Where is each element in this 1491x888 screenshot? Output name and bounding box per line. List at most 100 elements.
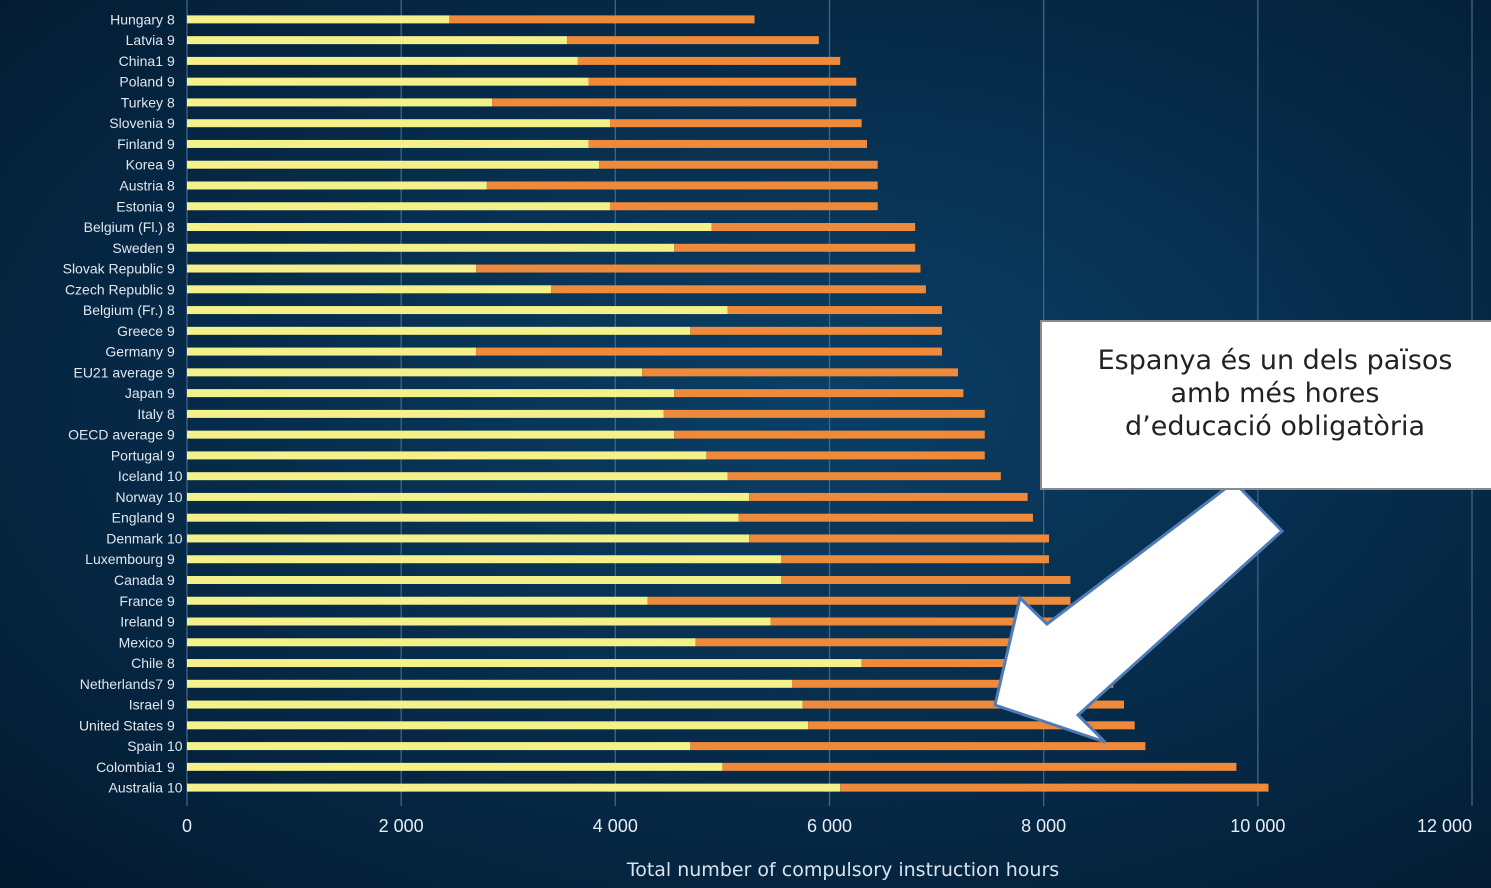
- category-label: Australia: [109, 780, 164, 796]
- bar-secondary-8: [486, 181, 878, 190]
- bar-primary-0: [187, 15, 450, 24]
- years-label: 9: [167, 717, 175, 733]
- bar-secondary-22: [727, 472, 1001, 481]
- bar-secondary-25: [749, 534, 1050, 543]
- bar-primary-1: [187, 36, 568, 45]
- bar-primary-25: [187, 534, 750, 543]
- x-tick-label: 0: [182, 816, 192, 836]
- category-label: Slovak Republic: [63, 261, 163, 277]
- years-label: 9: [167, 198, 175, 214]
- x-axis-ticks: 0 2 000 4 000 6 000 8 000 10 000 12 000: [182, 816, 1472, 836]
- bar-secondary-18: [674, 389, 964, 398]
- bar-primary-7: [187, 160, 600, 169]
- bar-secondary-15: [690, 326, 942, 335]
- x-tick-label: 2 000: [379, 816, 424, 836]
- years-label: 9: [167, 427, 175, 443]
- years-label: 10: [167, 468, 183, 484]
- years-label: 9: [167, 136, 175, 152]
- bar-secondary-0: [449, 15, 755, 24]
- years-label: 9: [167, 759, 175, 775]
- years-label: 9: [167, 593, 175, 609]
- bar-primary-21: [187, 451, 707, 460]
- years-label: 9: [167, 115, 175, 131]
- bar-secondary-19: [663, 409, 985, 418]
- bar-primary-30: [187, 638, 696, 647]
- category-label: Italy: [137, 406, 163, 422]
- bar-secondary-14: [727, 306, 942, 315]
- bar-secondary-11: [674, 243, 916, 252]
- bar-primary-20: [187, 430, 675, 439]
- category-label: Turkey: [121, 94, 163, 110]
- bar-primary-24: [187, 513, 739, 522]
- years-label: 9: [167, 364, 175, 380]
- bar-secondary-28: [647, 596, 1071, 605]
- bar-primary-2: [187, 56, 578, 65]
- x-tick-label: 12 000: [1417, 816, 1472, 836]
- callout-textbox: Espanya és un dels països amb més hores …: [1040, 320, 1491, 490]
- category-label: Colombia1: [96, 759, 163, 775]
- bar-secondary-35: [690, 742, 1146, 751]
- years-label: 8: [167, 177, 175, 193]
- years-label: 10: [167, 780, 183, 796]
- years-label: 8: [167, 406, 175, 422]
- years-label: 9: [167, 157, 175, 173]
- bar-secondary-20: [674, 430, 985, 439]
- category-label: Czech Republic: [65, 281, 163, 297]
- years-label: 9: [167, 510, 175, 526]
- bar-secondary-30: [695, 638, 1071, 647]
- bar-secondary-23: [749, 492, 1028, 501]
- bar-secondary-36: [722, 762, 1237, 771]
- arrow-shape: [993, 480, 1285, 744]
- years-label: 9: [167, 323, 175, 339]
- bar-primary-32: [187, 679, 793, 688]
- bar-secondary-10: [711, 223, 916, 232]
- category-label: Sweden: [112, 240, 163, 256]
- years-label: 8: [167, 655, 175, 671]
- category-label: Austria: [119, 177, 163, 193]
- bar-primary-11: [187, 243, 675, 252]
- bar-secondary-2: [577, 56, 841, 65]
- bar-secondary-5: [609, 119, 862, 128]
- bar-secondary-9: [609, 202, 878, 211]
- category-label: Canada: [114, 572, 163, 588]
- years-label: 9: [167, 447, 175, 463]
- years-label: 9: [167, 385, 175, 401]
- bar-primary-37: [187, 783, 841, 792]
- x-tick-label: 4 000: [593, 816, 638, 836]
- bar-primary-26: [187, 555, 782, 564]
- category-label: Belgium (Fr.): [83, 302, 163, 318]
- years-label: 8: [167, 302, 175, 318]
- bar-secondary-24: [738, 513, 1033, 522]
- category-label: Portugal: [111, 447, 163, 463]
- bar-primary-4: [187, 98, 493, 107]
- bar-secondary-34: [808, 721, 1135, 730]
- category-label: Germany: [105, 344, 163, 360]
- bar-primary-27: [187, 575, 782, 584]
- category-label: Slovenia: [109, 115, 163, 131]
- category-label: Norway: [116, 489, 163, 505]
- years-label: 9: [167, 240, 175, 256]
- category-label: OECD average: [68, 427, 163, 443]
- bar-secondary-17: [642, 368, 958, 377]
- bar-primary-15: [187, 326, 691, 335]
- bar-secondary-1: [567, 36, 819, 45]
- bar-secondary-6: [588, 139, 867, 148]
- category-label: Iceland: [118, 468, 163, 484]
- bar-secondary-26: [781, 555, 1050, 564]
- years-label: 10: [167, 530, 183, 546]
- bar-primary-3: [187, 77, 589, 86]
- bar-primary-13: [187, 285, 552, 294]
- bar-secondary-27: [781, 575, 1071, 584]
- category-label: Belgium (Fl.): [84, 219, 163, 235]
- bar-primary-9: [187, 202, 610, 211]
- category-label: France: [119, 593, 163, 609]
- bar-primary-33: [187, 700, 803, 709]
- bar-secondary-21: [706, 451, 985, 460]
- years-label: 10: [167, 738, 183, 754]
- bar-secondary-32: [792, 679, 1114, 688]
- bar-primary-31: [187, 659, 862, 668]
- bar-primary-12: [187, 264, 477, 273]
- x-tick-label: 10 000: [1230, 816, 1285, 836]
